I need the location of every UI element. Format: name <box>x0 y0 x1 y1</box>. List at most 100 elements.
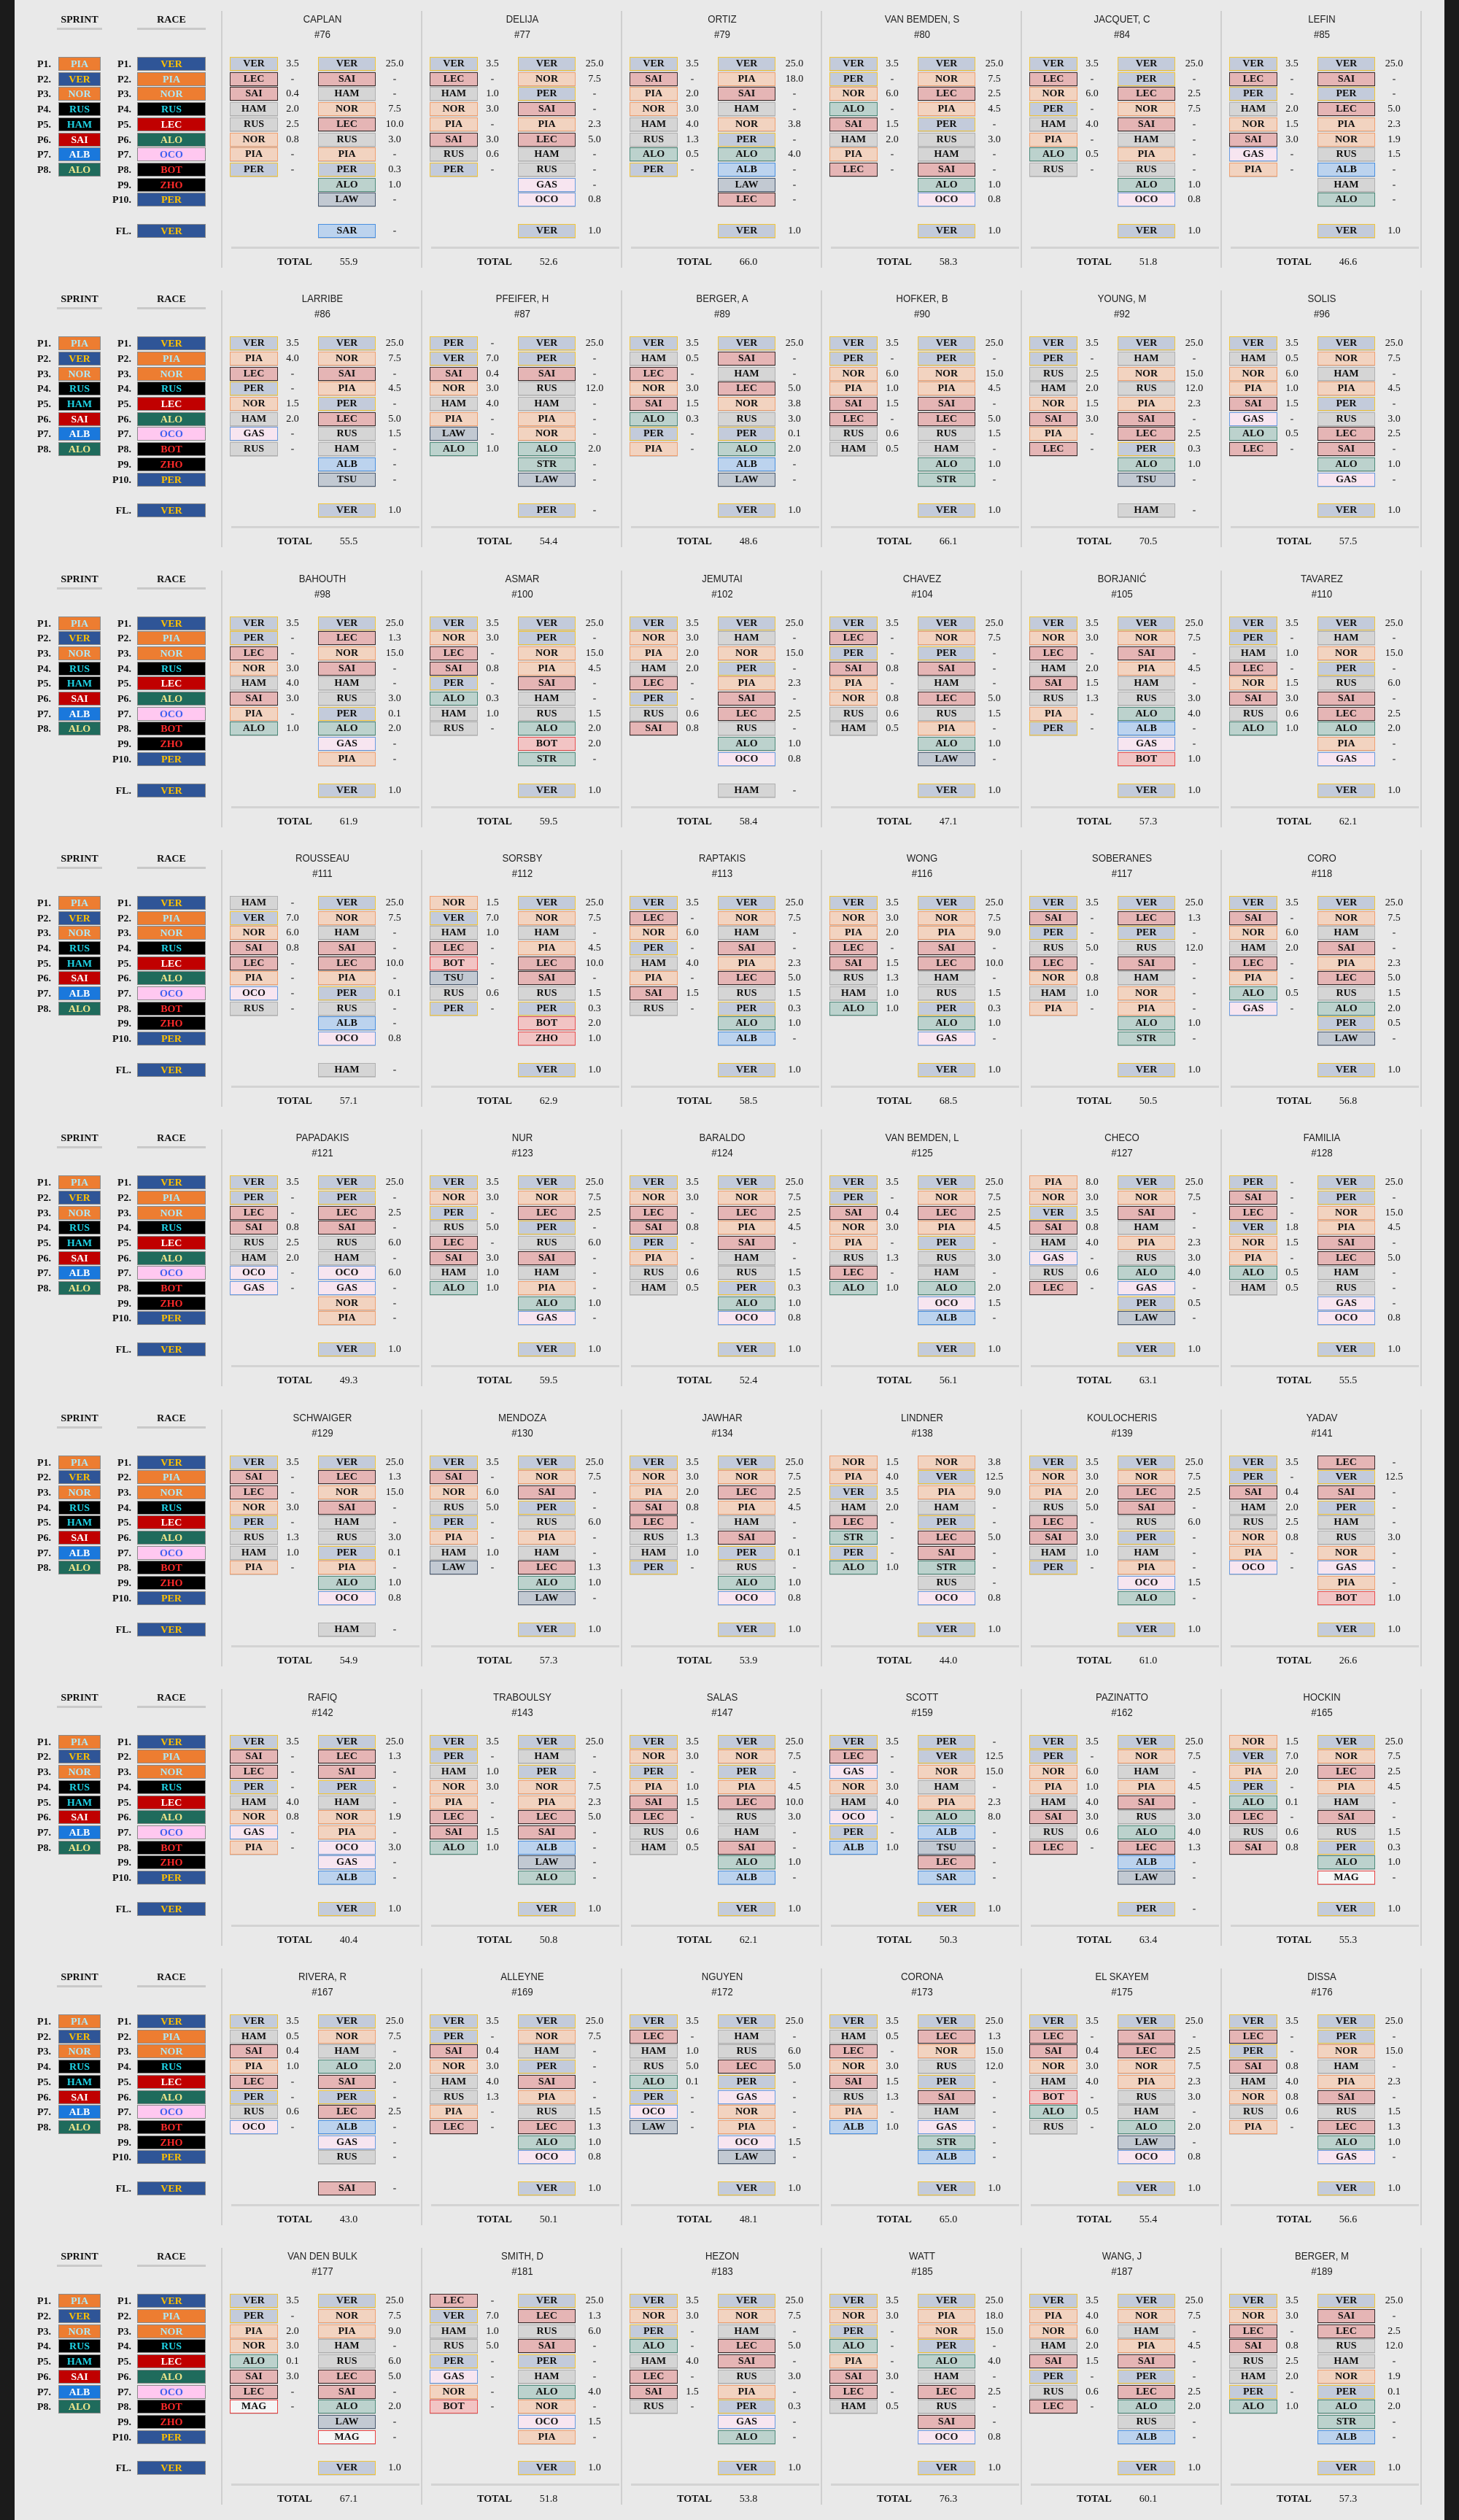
driver-cell-ver[interactable]: VER <box>630 336 678 351</box>
driver-cell-nor[interactable]: NOR <box>518 2400 576 2414</box>
driver-cell-ver[interactable]: VER <box>718 503 775 518</box>
driver-cell-ver[interactable]: VER <box>718 1622 775 1636</box>
driver-cell-ham[interactable]: HAM <box>829 1795 878 1809</box>
driver-cell-nor[interactable]: NOR <box>918 71 975 86</box>
driver-cell-rus[interactable]: RUS <box>1029 2384 1077 2399</box>
driver-cell-ver[interactable]: VER <box>1317 1622 1375 1636</box>
driver-cell-sar[interactable]: SAR <box>318 224 376 238</box>
driver-cell-pia[interactable]: PIA <box>918 382 975 396</box>
driver-cell-alb[interactable]: ALB <box>918 1311 975 1326</box>
driver-cell-gas[interactable]: GAS <box>1317 751 1375 766</box>
driver-cell-pia[interactable]: PIA <box>230 1840 278 1855</box>
driver-cell-ver[interactable]: VER <box>918 1175 975 1190</box>
driver-cell-sai[interactable]: SAI <box>718 1235 775 1250</box>
driver-cell-alo[interactable]: ALO <box>718 1016 775 1031</box>
driver-cell-mag[interactable]: MAG <box>230 2400 278 2414</box>
driver-cell-lec[interactable]: LEC <box>230 2074 278 2089</box>
driver-cell-law[interactable]: LAW <box>518 1855 576 1870</box>
driver-cell-ver[interactable]: VER <box>430 2014 478 2029</box>
driver-cell-pia[interactable]: PIA <box>318 751 376 766</box>
driver-cell-nor[interactable]: NOR <box>318 2029 376 2044</box>
driver-cell-nor[interactable]: NOR <box>630 1750 678 1764</box>
driver-cell-ham[interactable]: HAM <box>318 676 376 691</box>
driver-cell-alo[interactable]: ALO <box>1317 2400 1375 2414</box>
driver-cell-sai[interactable]: SAI <box>230 1750 278 1764</box>
driver-cell-alo[interactable]: ALO <box>230 722 278 736</box>
driver-cell-sai[interactable]: SAI <box>1317 71 1375 86</box>
driver-cell-nor[interactable]: NOR <box>718 397 775 411</box>
driver-cell-lec[interactable]: LEC <box>630 1515 678 1530</box>
driver-cell-ham[interactable]: HAM <box>430 706 478 721</box>
driver-cell-per[interactable]: PER <box>630 1765 678 1779</box>
driver-cell-sai[interactable]: SAI <box>1317 1810 1375 1825</box>
driver-cell-alo[interactable]: ALO <box>318 722 376 736</box>
driver-cell-ver[interactable]: VER <box>630 1455 678 1469</box>
driver-cell-bot[interactable]: BOT <box>430 2400 478 2414</box>
driver-cell-sai[interactable]: SAI <box>718 940 775 955</box>
driver-cell-pia[interactable]: PIA <box>230 971 278 986</box>
driver-cell-ham[interactable]: HAM <box>1229 2369 1277 2384</box>
driver-cell-ham[interactable]: HAM <box>1317 1795 1375 1809</box>
driver-cell-ver[interactable]: VER <box>230 57 278 71</box>
driver-cell-lec[interactable]: LEC <box>318 1470 376 1485</box>
driver-cell-lec[interactable]: LEC <box>230 366 278 381</box>
driver-cell-rus[interactable]: RUS <box>230 1531 278 1545</box>
driver-cell-lec[interactable]: LEC <box>1229 71 1277 86</box>
driver-cell-ham[interactable]: HAM <box>718 1825 775 1839</box>
driver-cell-per[interactable]: PER <box>430 1750 478 1764</box>
driver-cell-ham[interactable]: HAM <box>230 1545 278 1560</box>
driver-cell-nor[interactable]: NOR <box>1118 2060 1175 2074</box>
driver-cell-ham[interactable]: HAM <box>718 631 775 646</box>
driver-cell-ver[interactable]: VER <box>518 1734 576 1749</box>
driver-cell-alo[interactable]: ALO <box>829 1281 878 1296</box>
driver-cell-ver[interactable]: VER <box>318 1175 376 1190</box>
driver-cell-alo[interactable]: ALO <box>1229 986 1277 1001</box>
driver-cell-sai[interactable]: SAI <box>829 1205 878 1220</box>
driver-cell-ver[interactable]: VER <box>1229 1221 1277 1235</box>
driver-cell-ham[interactable]: HAM <box>1118 2105 1175 2119</box>
driver-cell-ham[interactable]: HAM <box>630 2354 678 2369</box>
driver-cell-ver[interactable]: VER <box>829 1175 878 1190</box>
driver-cell-sai[interactable]: SAI <box>318 940 376 955</box>
driver-cell-nor[interactable]: NOR <box>1118 2309 1175 2324</box>
driver-cell-ver[interactable]: VER <box>1229 1455 1277 1469</box>
driver-cell-law[interactable]: LAW <box>1118 1311 1175 1326</box>
driver-cell-lec[interactable]: LEC <box>230 956 278 970</box>
driver-cell-nor[interactable]: NOR <box>230 132 278 147</box>
driver-cell-per[interactable]: PER <box>718 2400 775 2414</box>
driver-cell-nor[interactable]: NOR <box>518 71 576 86</box>
driver-cell-ham[interactable]: HAM <box>318 1515 376 1530</box>
driver-cell-lec[interactable]: LEC <box>918 2384 975 2399</box>
driver-cell-oco[interactable]: OCO <box>718 1591 775 1605</box>
driver-cell-nor[interactable]: NOR <box>1029 1470 1077 1485</box>
driver-cell-ver[interactable]: VER <box>918 2461 975 2475</box>
driver-cell-sai[interactable]: SAI <box>430 2044 478 2059</box>
driver-cell-ver[interactable]: VER <box>1317 503 1375 518</box>
driver-cell-oco[interactable]: OCO <box>1229 1561 1277 1575</box>
driver-cell-ver[interactable]: VER <box>1029 1734 1077 1749</box>
driver-cell-ver[interactable]: VER <box>518 616 576 630</box>
driver-cell-gas[interactable]: GAS <box>1118 1281 1175 1296</box>
driver-cell-pia[interactable]: PIA <box>918 1795 975 1809</box>
driver-cell-alo[interactable]: ALO <box>918 737 975 751</box>
driver-cell-lec[interactable]: LEC <box>630 1205 678 1220</box>
driver-cell-ham[interactable]: HAM <box>430 1545 478 1560</box>
driver-cell-alo[interactable]: ALO <box>1118 1266 1175 1280</box>
driver-cell-ham[interactable]: HAM <box>1029 1235 1077 1250</box>
driver-cell-per[interactable]: PER <box>1029 351 1077 366</box>
driver-cell-alb[interactable]: ALB <box>829 2119 878 2134</box>
driver-cell-lec[interactable]: LEC <box>718 1795 775 1809</box>
driver-cell-lec[interactable]: LEC <box>718 193 775 207</box>
driver-cell-oco[interactable]: OCO <box>518 2150 576 2165</box>
driver-cell-pia[interactable]: PIA <box>718 956 775 970</box>
driver-cell-rus[interactable]: RUS <box>518 986 576 1001</box>
driver-cell-sai[interactable]: SAI <box>630 71 678 86</box>
driver-cell-ver[interactable]: VER <box>1029 336 1077 351</box>
driver-cell-oco[interactable]: OCO <box>718 751 775 766</box>
driver-cell-sai[interactable]: SAI <box>718 692 775 706</box>
driver-cell-sai[interactable]: SAI <box>630 1500 678 1515</box>
driver-cell-ham[interactable]: HAM <box>1229 646 1277 660</box>
driver-cell-ver[interactable]: VER <box>1029 1455 1077 1469</box>
driver-cell-per[interactable]: PER <box>1029 1561 1077 1575</box>
driver-cell-ham[interactable]: HAM <box>630 661 678 676</box>
